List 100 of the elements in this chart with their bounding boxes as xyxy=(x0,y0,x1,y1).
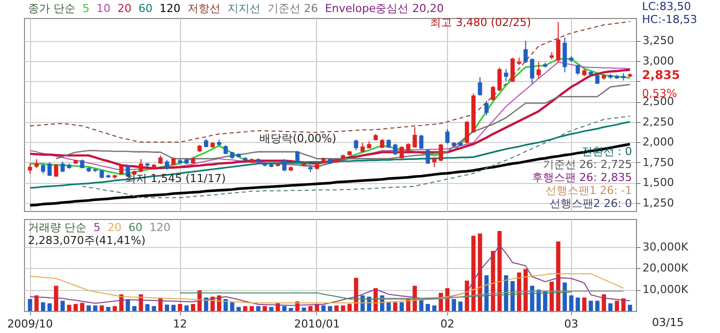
bar xyxy=(562,282,567,311)
bar xyxy=(93,305,98,311)
bar xyxy=(608,303,613,311)
text: 10 xyxy=(96,2,110,15)
bar xyxy=(588,300,593,311)
candlestick xyxy=(536,61,541,79)
text: 5 xyxy=(93,221,100,234)
bar xyxy=(230,302,234,311)
y-tick-label: 3,250 xyxy=(642,34,674,48)
bar xyxy=(86,305,91,311)
bar xyxy=(40,302,46,311)
bar xyxy=(582,298,586,311)
text: 120 xyxy=(159,2,180,15)
bar xyxy=(628,304,632,311)
bar xyxy=(543,291,548,311)
bar xyxy=(302,308,306,311)
bar xyxy=(67,304,72,311)
candlestick xyxy=(524,40,528,64)
text: LC:83,50 xyxy=(642,0,692,13)
candlestick xyxy=(530,58,534,84)
bar xyxy=(126,300,130,311)
text: 60 xyxy=(138,2,152,15)
bar xyxy=(386,302,391,311)
bar xyxy=(536,290,541,311)
candlestick xyxy=(556,22,560,64)
bar xyxy=(458,302,463,311)
annotation: 배당락(0,00%) xyxy=(260,132,336,145)
text: 5 xyxy=(82,2,90,15)
bar xyxy=(106,306,110,311)
y-tick-label: 1,750 xyxy=(642,156,674,169)
y-tick-label: 1,250 xyxy=(642,196,674,210)
bar xyxy=(569,295,574,311)
bar xyxy=(432,305,436,311)
y-tick-label: 30,000K xyxy=(642,240,689,254)
bar xyxy=(47,303,52,311)
candlestick xyxy=(432,156,436,168)
candlestick xyxy=(484,100,489,116)
bar xyxy=(400,302,404,311)
bar xyxy=(595,300,600,311)
bar xyxy=(347,304,352,311)
line-series xyxy=(180,292,572,300)
bar xyxy=(321,305,326,311)
candlestick xyxy=(438,144,443,162)
bar xyxy=(438,292,443,311)
text: 지지선 xyxy=(227,2,260,15)
candlestick xyxy=(164,159,170,170)
bar xyxy=(132,306,136,311)
bar xyxy=(28,299,32,311)
bar xyxy=(262,306,267,311)
text: Envelope중심선 20,20 xyxy=(324,2,444,15)
line-series xyxy=(82,116,630,198)
bar xyxy=(145,304,150,311)
bar xyxy=(524,269,528,311)
bar xyxy=(550,282,554,311)
candlestick xyxy=(393,143,398,156)
bar xyxy=(308,306,313,311)
bar xyxy=(74,304,78,311)
annotation: 최고 3,480 (02/25) xyxy=(430,16,531,29)
bar xyxy=(393,302,398,311)
bar xyxy=(419,300,424,311)
bar xyxy=(250,306,254,311)
candlestick xyxy=(464,120,470,144)
legend-title: 종가 단순 xyxy=(28,2,76,15)
y-tick-label: 2,250 xyxy=(642,115,674,128)
bar xyxy=(100,305,104,311)
bar xyxy=(614,300,620,311)
candlestick xyxy=(510,57,515,83)
y-tick-label: 20,000K xyxy=(642,262,689,275)
candlestick xyxy=(478,76,482,96)
text: 기준선 26 xyxy=(267,2,318,15)
bar xyxy=(164,304,170,311)
text: HC:-18,53 xyxy=(642,13,698,26)
legend-title: 거래량 단순 xyxy=(28,221,86,234)
candlestick xyxy=(40,162,46,174)
bar xyxy=(556,241,560,311)
annotation: 기준선 26: 2,725 xyxy=(542,158,632,171)
bar xyxy=(80,302,84,311)
bar xyxy=(243,306,248,311)
text: 저항선 xyxy=(187,2,220,15)
bar xyxy=(224,299,228,311)
candlestick xyxy=(504,68,508,82)
bar xyxy=(236,306,241,311)
bar xyxy=(530,286,534,311)
bar xyxy=(178,304,182,311)
candlestick xyxy=(282,158,286,172)
text: 120 xyxy=(149,221,170,234)
x-tick-label: 02 xyxy=(440,318,454,330)
bar xyxy=(576,298,580,311)
bar xyxy=(452,299,456,311)
line-series xyxy=(55,84,631,160)
candlestick xyxy=(497,66,502,92)
candlestick xyxy=(60,161,65,173)
candlestick xyxy=(28,163,32,174)
text: 0,53% xyxy=(642,87,677,100)
annotation: 선행스팬2 26: 0 xyxy=(549,197,632,210)
annotation: 2,283,070주(41,41%) xyxy=(28,234,146,247)
bar xyxy=(190,304,196,311)
bar xyxy=(426,304,430,311)
candlestick xyxy=(380,138,384,149)
text: 20 xyxy=(117,2,132,15)
